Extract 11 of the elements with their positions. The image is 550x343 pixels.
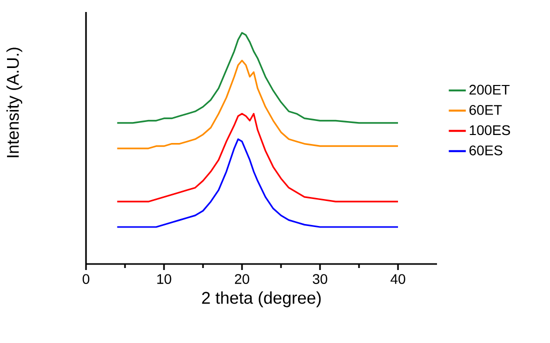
legend-label: 60ES [470,145,502,156]
x-axis-title: 2 theta (degree) [202,291,321,308]
x-tick-label: 20 [234,274,250,284]
x-tick-label: 40 [390,274,406,284]
x-tick-label: 0 [82,274,90,284]
legend-label: 100ES [470,125,510,136]
legend-label: 200ET [470,84,510,95]
y-axis-title: Intensity (A.U.) [6,48,22,158]
legend-label: 60ET [470,105,502,115]
x-tick-label: 10 [157,274,172,284]
x-tick-label: 30 [312,274,328,284]
